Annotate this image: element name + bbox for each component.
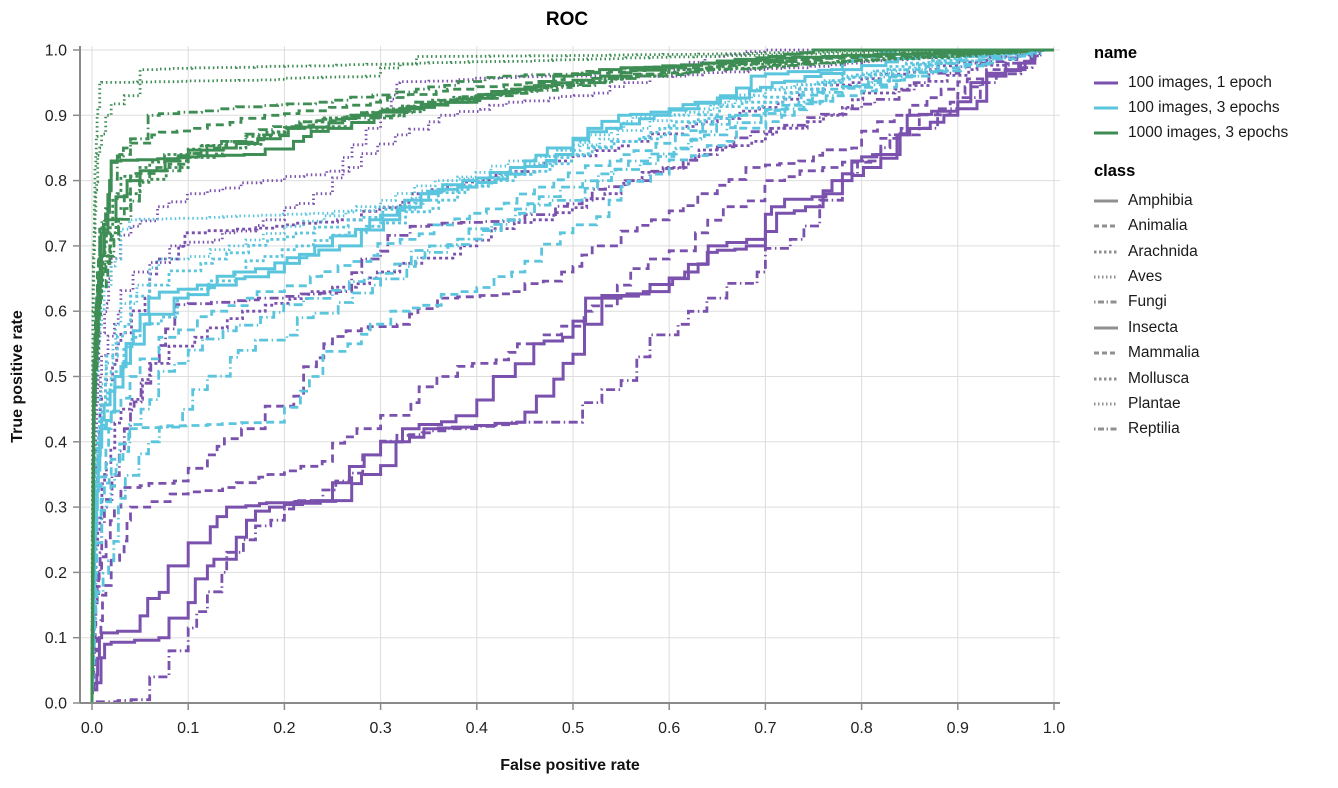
roc-curve — [90, 48, 1054, 703]
legend-swatch — [1094, 81, 1118, 85]
legend-name-item: 1000 images, 3 epochs — [1094, 121, 1288, 146]
y-tick-label: 0.9 — [45, 108, 67, 125]
legend-item-label: Insecta — [1128, 318, 1178, 336]
legend-class-header: class — [1094, 162, 1136, 181]
x-tick-label: 0.2 — [273, 720, 295, 737]
legend-class-item: Aves — [1094, 264, 1288, 289]
legend-class-item: Plantae — [1094, 391, 1288, 416]
y-tick-label: 0.5 — [45, 369, 67, 386]
legend-swatch — [1094, 351, 1118, 355]
x-tick-label: 0.9 — [947, 720, 969, 737]
legend-item-label: Arachnida — [1128, 242, 1198, 260]
y-tick-label: 0.8 — [45, 173, 67, 190]
page-title: ROC — [546, 9, 589, 30]
x-tick-label: 0.5 — [562, 720, 584, 737]
legend-class-item: Animalia — [1094, 214, 1288, 239]
legend-swatch — [1094, 300, 1118, 304]
legend-item-label: Reptilia — [1128, 420, 1180, 438]
legend-item-label: Fungi — [1128, 293, 1167, 311]
y-tick-label: 0.2 — [45, 565, 67, 582]
legend-class-item: Insecta — [1094, 315, 1288, 340]
legend-swatch — [1094, 427, 1118, 431]
legend-swatch — [1094, 326, 1118, 330]
y-tick-label: 0.6 — [45, 304, 67, 321]
axes: 0.0 0.1 0.2 0.3 0.4 0.5 0.6 0.7 0.8 0.9 1.0 0.0 0.1 0… — [45, 43, 1065, 738]
roc-curve — [90, 48, 1054, 703]
legend-name-header: name — [1094, 44, 1138, 62]
legend-item-label: Animalia — [1128, 217, 1188, 235]
roc-curve — [90, 48, 1054, 703]
y-tick-label: 0.4 — [45, 434, 67, 451]
legend-item-label: Mammalia — [1128, 344, 1200, 362]
legend-item-label: Mollusca — [1128, 369, 1190, 387]
x-tick-label: 0.7 — [754, 720, 776, 737]
roc-curve — [90, 48, 1054, 703]
y-tick-label: 1.0 — [45, 43, 67, 60]
roc-curve — [90, 48, 1054, 703]
legend-item-label: 100 images, 1 epoch — [1128, 73, 1272, 91]
roc-curve — [90, 48, 1054, 703]
legend: name 100 images, 1 epoch 100 images, 3 ep… — [1094, 44, 1288, 442]
legend-swatch — [1094, 250, 1118, 254]
roc-curve — [90, 48, 1054, 703]
roc-curve — [90, 48, 1054, 703]
legend-item-label: Aves — [1128, 268, 1163, 286]
roc-curves — [90, 48, 1054, 704]
x-tick-label: 0.6 — [658, 720, 680, 737]
legend-class-item: Mollusca — [1094, 366, 1288, 391]
y-axis-title: True positive rate — [9, 310, 26, 443]
legend-swatch — [1094, 402, 1118, 406]
y-tick-label: 0.0 — [45, 696, 67, 713]
legend-item-label: Plantae — [1128, 394, 1181, 412]
legend-item-label: 1000 images, 3 epochs — [1128, 124, 1289, 142]
roc-curve — [90, 48, 1054, 703]
roc-curve — [90, 48, 1054, 703]
roc-curve — [90, 48, 1054, 703]
legend-class-item: Fungi — [1094, 290, 1288, 315]
legend-class-item: Mammalia — [1094, 341, 1288, 366]
x-tick-label: 0.8 — [850, 720, 872, 737]
x-tick-label: 0.4 — [466, 720, 488, 737]
legend-class-items: Amphibia Animalia Arachnida Aves Fungi Insect… — [1094, 188, 1288, 442]
legend-swatch — [1094, 106, 1118, 110]
y-tick-label: 0.3 — [45, 500, 67, 517]
roc-curve — [90, 48, 1054, 703]
roc-curve — [90, 48, 1054, 703]
y-tick-label: 0.7 — [45, 238, 67, 255]
legend-name-item: 100 images, 3 epochs — [1094, 95, 1288, 120]
x-axis-title: False positive rate — [500, 757, 640, 774]
legend-swatch — [1094, 377, 1118, 381]
legend-class-item: Amphibia — [1094, 188, 1288, 213]
x-tick-label: 0.1 — [177, 720, 199, 737]
x-tick-label: 1.0 — [1043, 720, 1065, 737]
legend-class-item: Arachnida — [1094, 239, 1288, 264]
legend-item-label: Amphibia — [1128, 191, 1193, 209]
legend-item-label: 100 images, 3 epochs — [1128, 99, 1280, 117]
legend-swatch — [1094, 275, 1118, 279]
y-tick-label: 0.1 — [45, 630, 67, 647]
x-tick-label: 0.3 — [369, 720, 391, 737]
legend-name-items: 100 images, 1 epoch 100 images, 3 epochs 1… — [1094, 70, 1288, 146]
legend-swatch — [1094, 224, 1118, 228]
roc-curve — [90, 48, 1054, 703]
legend-name-item: 100 images, 1 epoch — [1094, 70, 1288, 95]
legend-class-item: Reptilia — [1094, 417, 1288, 442]
x-tick-label: 0.0 — [81, 720, 103, 737]
legend-swatch — [1094, 131, 1118, 135]
legend-swatch — [1094, 199, 1118, 203]
roc-curve — [90, 48, 1054, 703]
roc-curve — [90, 48, 1054, 703]
